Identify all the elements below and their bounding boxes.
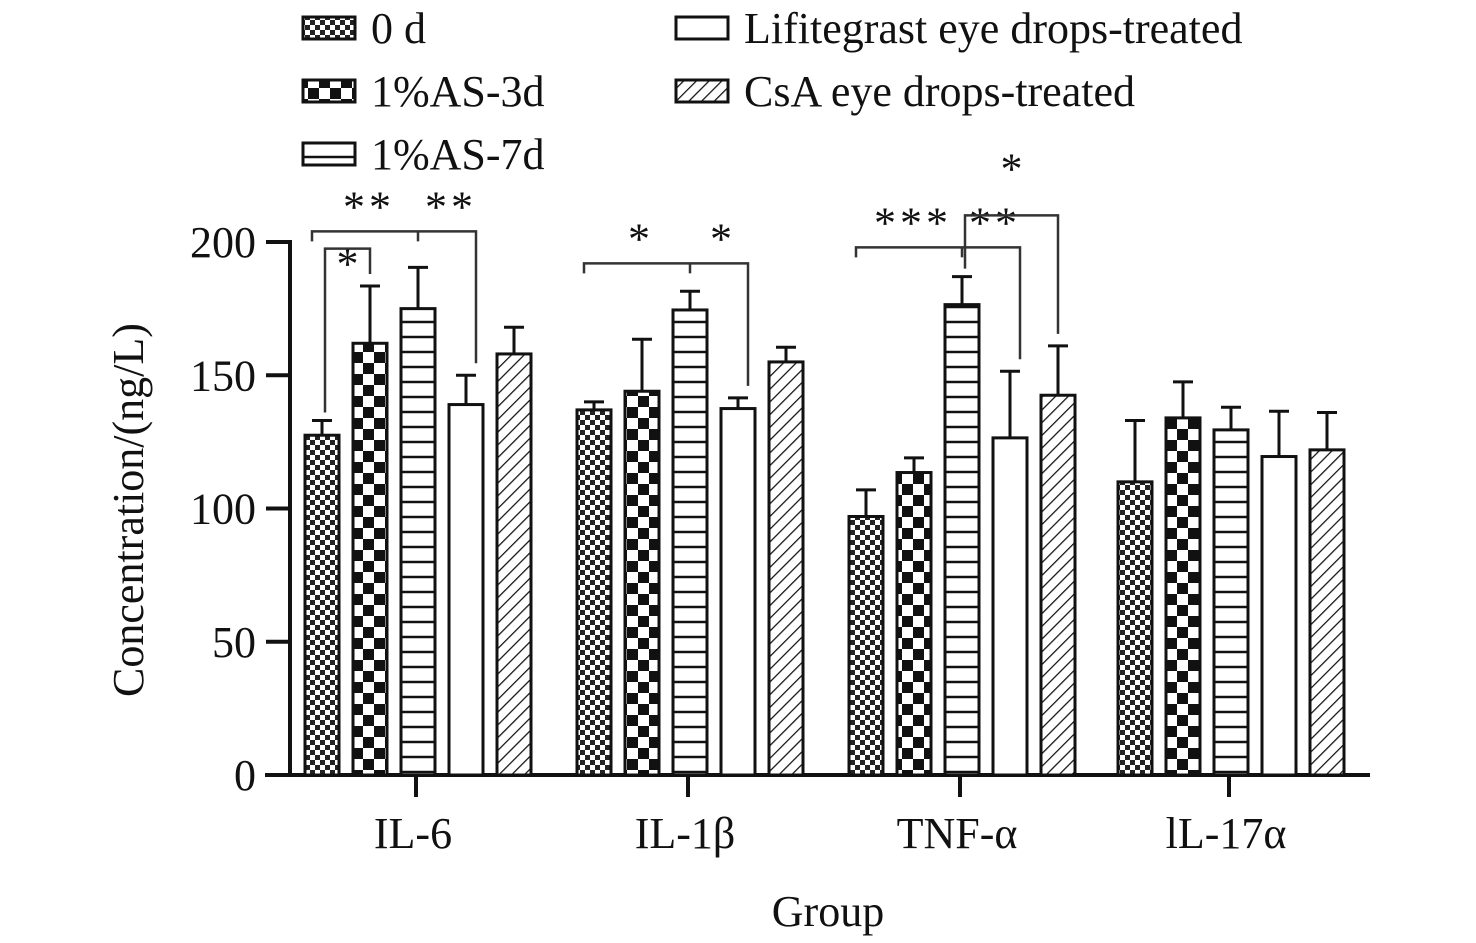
legend-swatch	[301, 15, 357, 41]
x-axis-title: Group	[772, 887, 884, 936]
y-axis-title: Concentration/(ng/L)	[104, 323, 153, 697]
legend-swatch	[301, 141, 357, 167]
legend-label: 1%AS-3d	[371, 67, 545, 116]
bar	[1260, 455, 1298, 777]
significance-label: *	[337, 240, 359, 289]
bar	[303, 433, 341, 777]
significance-bracket	[963, 214, 1060, 334]
bar	[847, 514, 885, 777]
bar	[719, 407, 757, 777]
significance-label: *	[1001, 144, 1023, 193]
significance-label: *	[710, 214, 736, 263]
bar	[1116, 480, 1154, 777]
bar	[1308, 448, 1346, 777]
bar	[623, 389, 661, 777]
y-tick-label: 150	[190, 351, 256, 400]
bar	[767, 360, 805, 777]
y-tick-label: 50	[212, 618, 256, 667]
bar	[351, 341, 389, 777]
significance-bracket	[310, 230, 478, 364]
significance-label: ***	[874, 198, 952, 247]
legend: 0 d 1%AS-3d 1%AS-7d Lifitegrast eye drops-t…	[301, 4, 1242, 179]
x-tick-label: IL-6	[374, 809, 452, 858]
legend-label: 0 d	[371, 4, 426, 53]
bar	[575, 408, 613, 777]
significance-bracket	[582, 262, 750, 386]
legend-swatch	[674, 15, 730, 41]
bar	[1164, 416, 1202, 777]
y-tick-label: 0	[234, 751, 256, 800]
y-tick-label: 100	[190, 485, 256, 534]
legend-label: Lifitegrast eye drops-treated	[744, 4, 1242, 53]
legend-label: 1%AS-7d	[371, 130, 545, 179]
bar	[1039, 393, 1077, 777]
significance-annotations: *** *** * *** ***	[310, 144, 1060, 413]
x-tick-label: lL-17α	[1166, 809, 1287, 858]
significance-label: **	[425, 182, 477, 231]
x-tick-label: TNF-α	[897, 809, 1018, 858]
x-tick-label: IL-1β	[635, 809, 736, 858]
bar	[399, 307, 437, 777]
legend-label: CsA eye drops-treated	[744, 67, 1135, 116]
axes: 0 50 100 150 200 IL-6 IL-1β TNF-α lL-17α	[190, 218, 1370, 858]
significance-bracket	[854, 246, 1022, 360]
legend-swatch	[301, 78, 357, 104]
bar	[895, 471, 933, 777]
bar	[671, 308, 709, 777]
bar	[943, 303, 981, 777]
significance-label: **	[343, 182, 395, 231]
legend-swatch	[674, 78, 730, 104]
bar	[447, 403, 485, 777]
significance-label: *	[628, 214, 654, 263]
bar	[991, 436, 1029, 777]
significance-label: **	[969, 198, 1021, 247]
y-tick-label: 200	[190, 218, 256, 267]
bar	[495, 352, 533, 777]
bar	[1212, 428, 1250, 777]
significance-bracket	[323, 247, 372, 413]
bars	[303, 265, 1346, 777]
